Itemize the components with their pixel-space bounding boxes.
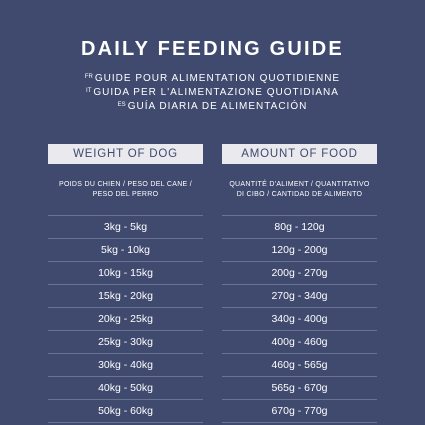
food-column-header: AMOUNT OF FOOD <box>222 144 377 164</box>
food-column-subheader: QUANTITÉ D'ALIMENT / QUANTITATIVO DI CIB… <box>222 164 377 216</box>
weight-column: WEIGHT OF DOG POIDS DU CHIEN / PESO DEL … <box>48 144 203 423</box>
weight-cell: 30kg - 40kg <box>48 354 203 377</box>
weight-cell: 5kg - 10kg <box>48 239 203 262</box>
subtitle-fr: FR GUIDE POUR ALIMENTATION QUOTIDIENNE <box>0 71 425 85</box>
food-cell: 400g - 460g <box>222 331 377 354</box>
weight-cell: 15kg - 20kg <box>48 285 203 308</box>
food-subheader-line1: QUANTITÉ D'ALIMENT / QUANTITATIVO <box>229 180 370 188</box>
weight-cell: 20kg - 25kg <box>48 308 203 331</box>
subtitle-it-text: GUIDA PER L'ALIMENTAZIONE QUOTIDIANA <box>93 87 339 98</box>
weight-subheader-line1: POIDS DU CHIEN / PESO DEL CANE / <box>58 180 193 188</box>
subtitle-es: ES GUÍA DIARIA DE ALIMENTACIÓN <box>0 99 425 113</box>
weight-column-header: WEIGHT OF DOG <box>48 144 203 164</box>
weight-cell: 25kg - 30kg <box>48 331 203 354</box>
language-tag-it: IT <box>86 88 92 94</box>
food-subheader-line2: DI CIBO / CANTIDAD DE ALIMENTO <box>236 190 363 198</box>
subtitle-es-text: GUÍA DIARIA DE ALIMENTACIÓN <box>127 101 308 112</box>
language-tag-fr: FR <box>84 74 93 80</box>
food-cell: 270g - 340g <box>222 285 377 308</box>
weight-cell: 10kg - 15kg <box>48 262 203 285</box>
food-cell: 120g - 200g <box>222 239 377 262</box>
food-cell: 80g - 120g <box>222 216 377 239</box>
weight-column-subheader: POIDS DU CHIEN / PESO DEL CANE / PESO DE… <box>48 164 203 216</box>
food-cell: 340g - 400g <box>222 308 377 331</box>
subtitle-it: IT GUIDA PER L'ALIMENTAZIONE QUOTIDIANA <box>0 85 425 99</box>
food-column: AMOUNT OF FOOD QUANTITÉ D'ALIMENT / QUAN… <box>222 144 377 423</box>
language-tag-es: ES <box>117 102 126 108</box>
food-cell: 565g - 670g <box>222 377 377 400</box>
translated-subtitles: FR GUIDE POUR ALIMENTATION QUOTIDIENNE IT… <box>0 71 425 113</box>
subtitle-fr-text: GUIDE POUR ALIMENTATION QUOTIDIENNE <box>94 73 341 84</box>
weight-cell: 50kg - 60kg <box>48 400 203 423</box>
food-cell: 670g - 770g <box>222 400 377 423</box>
page-title: DAILY FEEDING GUIDE <box>81 38 344 60</box>
weight-cell: 40kg - 50kg <box>48 377 203 400</box>
weight-subheader-line2: PESO DEL PERRO <box>92 190 159 198</box>
weight-cell: 3kg - 5kg <box>48 216 203 239</box>
food-cell: 460g - 565g <box>222 354 377 377</box>
food-cell: 200g - 270g <box>222 262 377 285</box>
